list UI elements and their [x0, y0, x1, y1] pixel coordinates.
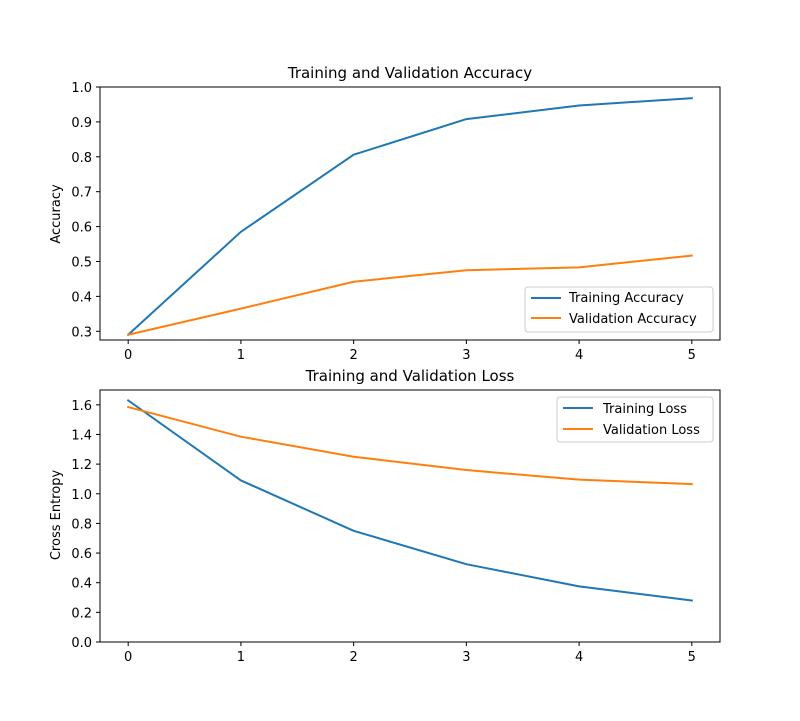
accuracy-legend-box — [524, 286, 714, 333]
loss-chart-title: Training and Validation Loss — [305, 367, 515, 385]
loss-x-tick-label: 1 — [237, 650, 245, 665]
loss-y-tick-label: 0.2 — [71, 606, 92, 621]
loss-y-tick-label: 1.2 — [71, 458, 92, 473]
loss-y-tick-label: 0.4 — [71, 577, 92, 592]
accuracy-y-tick-label: 1.0 — [71, 81, 92, 96]
loss-y-tick-label: 0.0 — [71, 636, 92, 651]
accuracy-y-tick-label: 0.8 — [71, 151, 92, 166]
accuracy-y-tick-label: 0.4 — [71, 290, 92, 305]
accuracy-y-tick-label: 0.7 — [71, 186, 92, 201]
loss-legend-label-validation: Validation Loss — [603, 423, 700, 438]
loss-y-tick-label: 1.0 — [71, 488, 92, 503]
loss-x-tick-label: 3 — [462, 650, 470, 665]
loss-y-tick-label: 0.6 — [71, 547, 92, 562]
accuracy-x-tick-label: 3 — [462, 348, 470, 363]
accuracy-x-tick-label: 2 — [349, 348, 357, 363]
accuracy-chart-title: Training and Validation Accuracy — [287, 64, 532, 82]
loss-x-tick-label: 2 — [349, 650, 357, 665]
loss-axis-ticks: 0 1 2 3 4 5 0.0 0.2 0.4 0.6 0.8 1.0 1.2 1.4 1.6 — [71, 399, 696, 665]
loss-y-axis-label: Cross Entropy — [49, 470, 64, 561]
loss-legend: Training Loss Validation Loss — [556, 396, 714, 443]
loss-y-tick-label: 0.8 — [71, 517, 92, 532]
accuracy-series-lines — [126, 97, 693, 337]
loss-legend-box — [556, 396, 714, 443]
accuracy-y-axis-label: Accuracy — [49, 184, 64, 244]
loss-series-line-validation — [126, 405, 693, 486]
loss-x-tick-label: 0 — [124, 650, 132, 665]
accuracy-axis-ticks: 0 1 2 3 4 5 0.3 0.4 0.5 0.6 0.7 0.8 0.9 1.0 — [71, 81, 696, 363]
loss-y-tick-label: 1.4 — [71, 428, 92, 443]
accuracy-plot-frame — [99, 86, 721, 341]
loss-y-tick-label: 1.6 — [71, 399, 92, 414]
loss-subplot: Training and Validation Loss Cross Entro… — [49, 367, 721, 665]
accuracy-x-tick-label: 5 — [688, 348, 696, 363]
accuracy-series-line-training — [126, 97, 693, 337]
loss-x-tick-label: 4 — [575, 650, 583, 665]
accuracy-x-tick-label: 1 — [237, 348, 245, 363]
accuracy-x-tick-label: 0 — [124, 348, 132, 363]
loss-series-line-training — [126, 398, 693, 602]
accuracy-legend: Training Accuracy Validation Accuracy — [524, 286, 714, 333]
accuracy-y-tick-label: 0.9 — [71, 116, 92, 131]
loss-series-lines — [126, 398, 693, 602]
accuracy-legend-label-validation: Validation Accuracy — [569, 312, 697, 327]
loss-plot-frame — [99, 389, 721, 643]
loss-legend-label-training: Training Loss — [602, 402, 687, 417]
accuracy-y-tick-label: 0.3 — [71, 325, 92, 340]
accuracy-y-tick-label: 0.6 — [71, 221, 92, 236]
accuracy-subplot: Training and Validation Accuracy Accurac… — [49, 64, 721, 363]
accuracy-x-tick-label: 4 — [575, 348, 583, 363]
accuracy-legend-label-training: Training Accuracy — [568, 291, 684, 306]
loss-x-tick-label: 5 — [688, 650, 696, 665]
accuracy-series-line-validation — [126, 254, 693, 336]
accuracy-y-tick-label: 0.5 — [71, 255, 92, 270]
